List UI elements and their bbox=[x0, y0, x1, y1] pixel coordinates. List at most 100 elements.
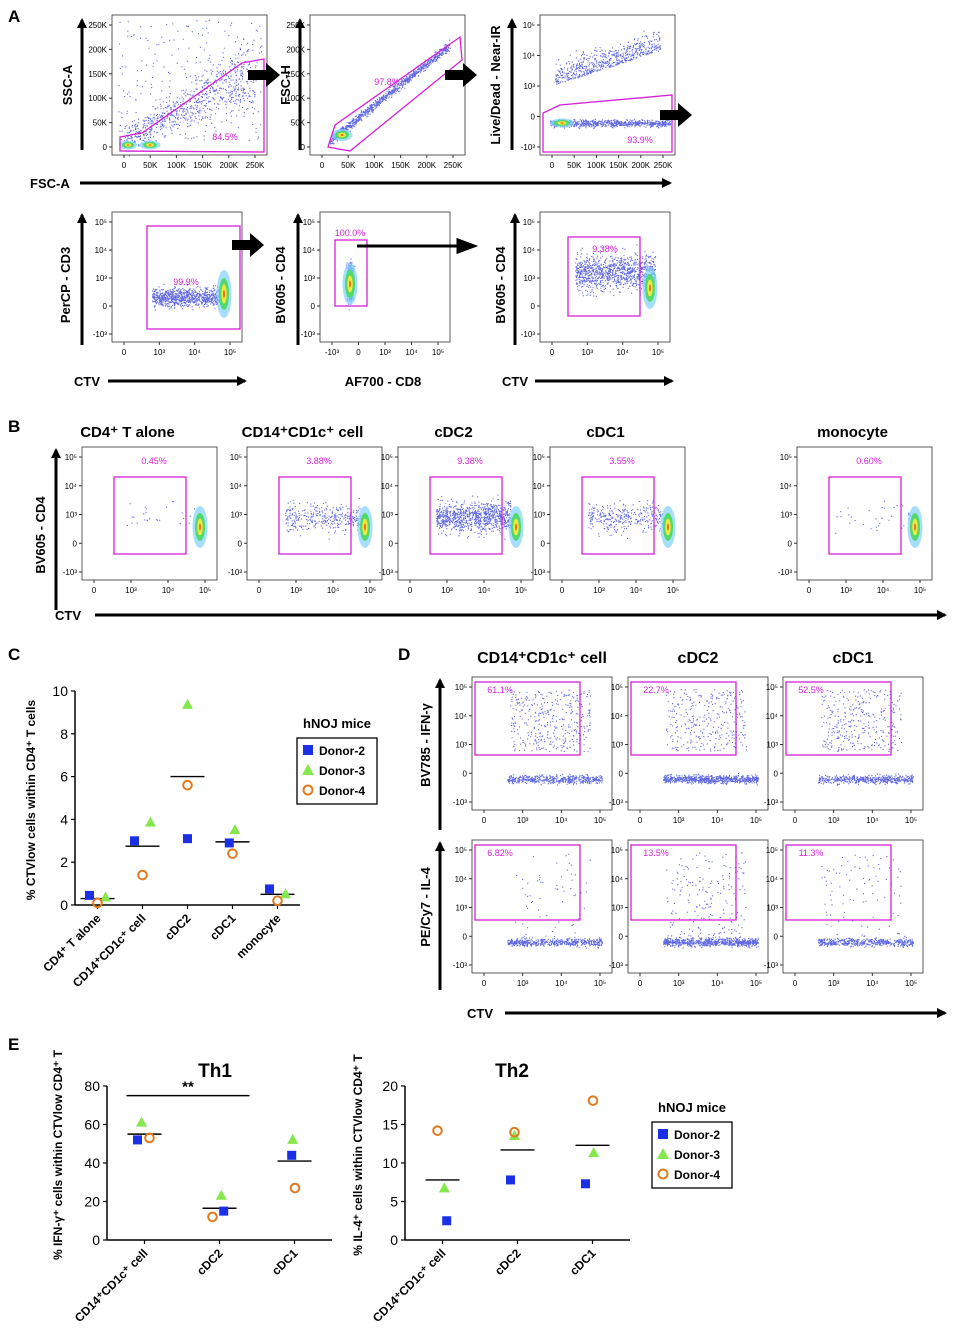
density-peak bbox=[515, 523, 517, 531]
y-tick-label: 10³ bbox=[766, 904, 778, 913]
x-tick-label: 10³ bbox=[828, 816, 840, 825]
x-tick-label: 0 bbox=[793, 816, 798, 825]
gate-percentage: 6.82% bbox=[487, 848, 513, 858]
x-tick-label: 0 bbox=[408, 586, 413, 595]
x-tick-label: cDC2 bbox=[194, 1246, 226, 1278]
event-dots bbox=[821, 854, 902, 940]
y-tick-label: -10³ bbox=[764, 961, 779, 970]
x-tick-label: 10⁴ bbox=[555, 816, 568, 825]
event-dots bbox=[118, 20, 263, 142]
y-tick-label: 10³ bbox=[523, 274, 535, 283]
x-tick-label: 100K bbox=[365, 161, 384, 170]
panel-letter-c: C bbox=[8, 645, 20, 664]
x-tick-label: 0 bbox=[638, 979, 643, 988]
x-tick-label: 0 bbox=[482, 816, 487, 825]
gate-percentage: 52.5% bbox=[798, 685, 824, 695]
density-peak bbox=[126, 144, 130, 146]
legend-label: Donor-2 bbox=[319, 744, 365, 758]
x-tick-label: 10⁵ bbox=[224, 348, 236, 357]
legend-label: Donor-4 bbox=[319, 784, 365, 798]
y-tick-label: 0 bbox=[103, 143, 108, 152]
panel-letter-b: B bbox=[8, 417, 20, 436]
y-tick-label: 10⁴ bbox=[780, 482, 793, 491]
x-tick-label: 10³ bbox=[840, 586, 852, 595]
y-tick-label: 10⁵ bbox=[303, 218, 315, 227]
x-tick-label: 10⁴ bbox=[555, 979, 568, 988]
y-tick-label: 150K bbox=[88, 70, 107, 79]
axis-label: CTV bbox=[502, 374, 528, 389]
x-tick-label: 200K bbox=[631, 161, 650, 170]
y-tick-label: 100K bbox=[286, 94, 305, 103]
axis-label: PerCP - CD3 bbox=[58, 247, 73, 323]
x-tick-label: 10⁴ bbox=[405, 348, 418, 357]
density-peak bbox=[649, 284, 651, 292]
y-tick-label: 0 bbox=[389, 539, 394, 548]
gate-percentage: 84.5% bbox=[212, 132, 238, 142]
x-tick-label: 10³ bbox=[673, 979, 685, 988]
gate-flow-arrow bbox=[357, 237, 479, 255]
x-tick-label: 10³ bbox=[154, 348, 166, 357]
y-tick-label: 10³ bbox=[381, 511, 393, 520]
axis-label: AF700 - CD8 bbox=[345, 374, 422, 389]
y-tick-label: 10⁴ bbox=[303, 246, 316, 255]
x-tick-label: 50K bbox=[567, 161, 582, 170]
y-tick-label: 10³ bbox=[780, 511, 792, 520]
gate-polygon bbox=[119, 58, 265, 153]
density-peak bbox=[199, 523, 201, 531]
density-peak bbox=[364, 523, 366, 531]
y-tick-label: 10⁵ bbox=[611, 683, 623, 692]
y-tick-label: 20 bbox=[84, 1194, 100, 1210]
x-tick-label: 0 bbox=[807, 586, 812, 595]
y-tick-label: 8 bbox=[60, 726, 68, 742]
x-tick-label: 10⁵ bbox=[750, 816, 762, 825]
chart-title: Th2 bbox=[495, 1061, 529, 1082]
y-tick-label: -10³ bbox=[453, 961, 468, 970]
event-dots bbox=[152, 283, 229, 311]
density-peak bbox=[914, 523, 916, 531]
legend-marker-donor-3 bbox=[657, 1148, 669, 1159]
data-point-donor-4 bbox=[272, 895, 283, 907]
data-point-donor-3 bbox=[215, 1189, 227, 1200]
data-point-donor-2 bbox=[287, 1150, 297, 1160]
event-dots bbox=[575, 244, 657, 297]
y-tick-label: 10⁵ bbox=[455, 683, 467, 692]
data-point-donor-2 bbox=[581, 1179, 590, 1189]
x-tick-label: CD14⁺CD1c⁺ cell bbox=[72, 1246, 151, 1325]
axis-label: Live/Dead - Near-IR bbox=[488, 25, 503, 145]
legend-box bbox=[296, 737, 378, 805]
axis-label: CTV bbox=[74, 374, 100, 389]
plot-frame bbox=[549, 446, 686, 581]
data-point-donor-2 bbox=[224, 838, 234, 848]
plot-title: cDC2 bbox=[678, 650, 719, 667]
y-tick-label: 10³ bbox=[766, 741, 778, 750]
y-tick-label: 10⁴ bbox=[766, 712, 779, 721]
data-point-donor-3 bbox=[509, 1130, 520, 1141]
density-peak bbox=[340, 134, 344, 136]
y-tick-label: 0 bbox=[463, 769, 468, 778]
x-tick-label: 0 bbox=[793, 979, 798, 988]
event-dots bbox=[555, 30, 662, 85]
x-tick-label: cDC1 bbox=[567, 1246, 599, 1278]
x-tick-label: 0 bbox=[257, 586, 262, 595]
y-tick-label: 10⁴ bbox=[455, 712, 468, 721]
y-tick-label: 0 bbox=[238, 539, 243, 548]
x-tick-label: 10⁴ bbox=[711, 816, 724, 825]
panel-letter-e: E bbox=[8, 1035, 19, 1054]
gate-percentage: 93.9% bbox=[627, 135, 653, 145]
x-tick-label: 10⁵ bbox=[432, 348, 444, 357]
x-tick-label: cDC2 bbox=[162, 911, 194, 943]
y-tick-label: 10⁵ bbox=[523, 218, 535, 227]
event-dots bbox=[835, 500, 912, 534]
y-tick-label: 0 bbox=[531, 113, 536, 122]
gate-rect bbox=[567, 236, 641, 317]
data-point-donor-4 bbox=[509, 1126, 520, 1138]
x-tick-label: 10⁵ bbox=[652, 348, 664, 357]
y-tick-label: 0 bbox=[774, 769, 779, 778]
gate-rect bbox=[581, 476, 655, 555]
x-tick-label: 0 bbox=[122, 161, 127, 170]
legend-marker-donor-2 bbox=[303, 745, 313, 755]
y-tick-label: -10³ bbox=[228, 568, 243, 577]
x-tick-label: 10³ bbox=[593, 586, 605, 595]
gate-percentage: 97.8% bbox=[374, 77, 400, 87]
